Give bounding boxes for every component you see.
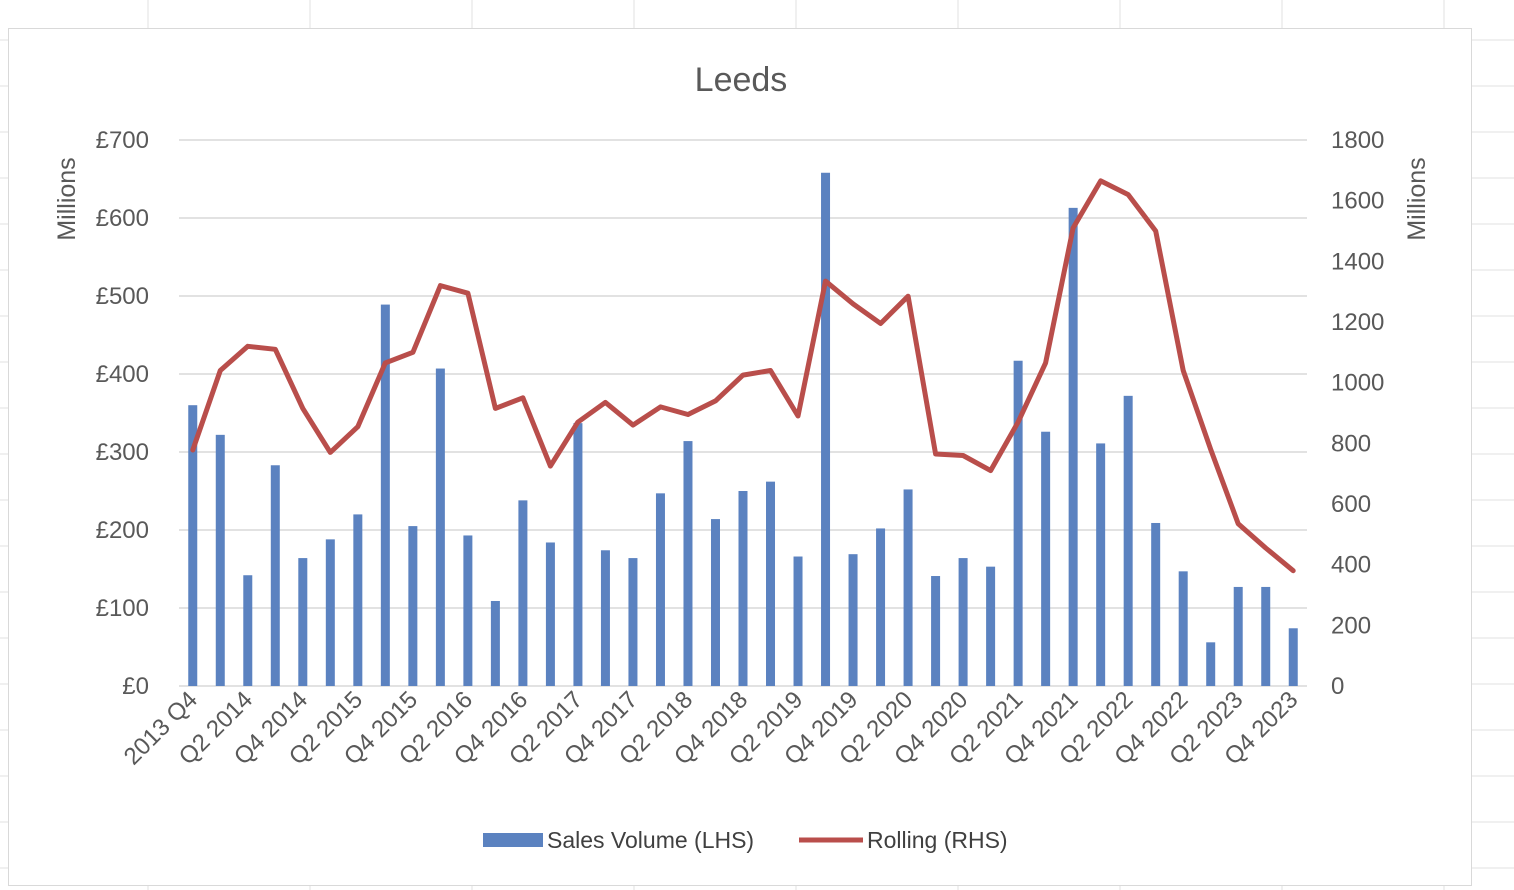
y-left-tick-label: £400	[96, 361, 149, 388]
rolling-line	[190, 178, 1296, 574]
bar	[408, 526, 418, 686]
bar	[545, 542, 555, 686]
bar	[435, 368, 445, 686]
right-axis-ticks: 0 200 400 600 800 1000 1200 1400 1600 1800	[1331, 127, 1384, 700]
legend-label-rolling: Rolling (RHS)	[867, 827, 1008, 853]
bar	[1068, 207, 1078, 687]
y-left-tick-label: £500	[96, 283, 149, 310]
y-left-tick-label: £200	[96, 517, 149, 544]
bar	[1013, 360, 1023, 686]
y-left-tick-label: £100	[96, 595, 149, 622]
bar-series	[188, 172, 1298, 687]
chart-area[interactable]: £0 £100 £200 £300 £400 £500 £600 £700 0 200 400 60…	[8, 28, 1472, 886]
bar	[1288, 628, 1298, 686]
left-axis-ticks: £0 £100 £200 £300 £400 £500 £600 £700	[96, 127, 149, 700]
y-right-tick-label: 1200	[1331, 309, 1384, 336]
bar	[1096, 443, 1106, 686]
legend-label-sales-volume: Sales Volume (LHS)	[547, 827, 754, 853]
bar	[628, 558, 638, 686]
bar	[463, 535, 473, 686]
y-left-tick-label: £0	[122, 673, 149, 700]
bar	[1261, 586, 1271, 686]
bar	[1151, 522, 1161, 686]
y-right-tick-label: 0	[1331, 673, 1344, 700]
bar	[848, 554, 858, 686]
bar	[188, 405, 198, 686]
bar	[738, 491, 748, 686]
y-right-tick-label: 200	[1331, 612, 1371, 639]
bar	[1233, 586, 1243, 686]
bar	[931, 576, 941, 686]
bar	[298, 558, 308, 686]
bar	[1041, 431, 1051, 686]
bar	[1178, 571, 1188, 686]
bar	[876, 528, 886, 686]
bar	[821, 172, 831, 686]
bar	[215, 434, 225, 686]
bar	[353, 514, 363, 686]
bar	[903, 489, 913, 686]
bar	[958, 558, 968, 686]
y-right-tick-label: 1000	[1331, 370, 1384, 397]
chart-title: Leeds	[695, 61, 788, 99]
bar	[518, 500, 528, 686]
legend: Sales Volume (LHS) Rolling (RHS)	[483, 827, 1008, 853]
y-right-tick-label: 800	[1331, 430, 1371, 457]
bar	[1206, 642, 1216, 686]
bar	[600, 550, 610, 686]
y-left-tick-label: £700	[96, 127, 149, 154]
bar	[573, 423, 583, 686]
bar	[655, 493, 665, 686]
y-right-tick-label: 1800	[1331, 127, 1384, 154]
bar	[270, 465, 280, 686]
bar	[766, 481, 776, 686]
bar	[325, 539, 335, 686]
y-right-tick-label: 400	[1331, 552, 1371, 579]
bar	[243, 575, 253, 686]
y-left-axis-title: Millions	[53, 157, 81, 240]
y-right-tick-label: 1600	[1331, 188, 1384, 215]
line-series-group	[190, 178, 1296, 574]
bar	[490, 600, 500, 686]
bar	[986, 566, 996, 686]
y-right-tick-label: 1400	[1331, 248, 1384, 275]
y-left-tick-label: £600	[96, 205, 149, 232]
y-right-axis-title: Millions	[1403, 157, 1431, 240]
bar	[793, 556, 803, 686]
y-right-tick-label: 600	[1331, 491, 1371, 518]
bar	[380, 304, 390, 686]
chart-svg: £0 £100 £200 £300 £400 £500 £600 £700 0 200 400 60…	[53, 61, 1431, 853]
bar	[1123, 395, 1133, 686]
bar	[710, 519, 720, 686]
y-left-tick-label: £300	[96, 439, 149, 466]
legend-swatch-sales-volume	[483, 833, 543, 847]
bar	[683, 441, 693, 686]
